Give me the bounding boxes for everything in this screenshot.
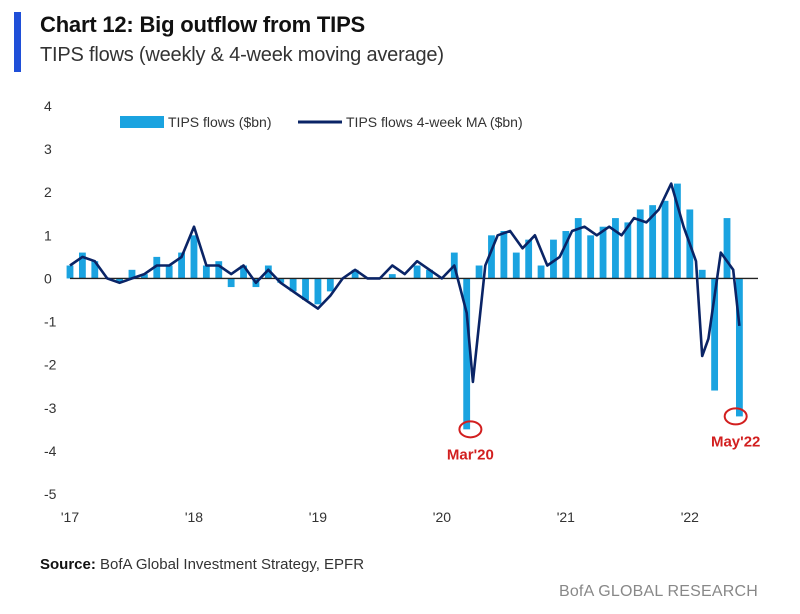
y-tick-label: 4 <box>44 98 52 114</box>
flow-bar <box>202 265 210 279</box>
y-tick-label: 2 <box>44 184 52 200</box>
flow-bar <box>587 235 595 279</box>
x-tick-label: '22 <box>681 509 699 525</box>
source-label: Source: <box>40 556 96 573</box>
y-tick-label: -5 <box>44 486 57 502</box>
flow-bar <box>351 269 359 279</box>
flow-bar <box>661 200 669 279</box>
flow-bar <box>475 265 483 279</box>
annotation-label: Mar'20 <box>447 446 494 463</box>
flow-bar <box>698 269 706 279</box>
legend-line-label: TIPS flows 4-week MA ($bn) <box>346 114 523 130</box>
x-tick-label: '17 <box>61 509 79 525</box>
flow-bar <box>277 278 285 283</box>
flow-bar <box>562 231 570 279</box>
y-tick-label: 0 <box>44 270 52 286</box>
flow-bar <box>78 252 86 279</box>
source-text: BofA Global Investment Strategy, EPFR <box>100 556 365 573</box>
y-tick-label: -1 <box>44 314 57 330</box>
chart-area: 4 3 2 1 0 -1 -2 -3 -4 -5'17 '18 '19 '20 '21 '22 TIPS fl… <box>44 98 760 525</box>
flow-bar <box>140 274 148 279</box>
flow-bar <box>264 265 272 279</box>
flow-bar <box>723 218 731 279</box>
flow-bar <box>178 252 185 279</box>
title-accent-bar <box>14 12 21 72</box>
flow-bar <box>624 222 632 279</box>
flow-bar <box>153 256 161 279</box>
flow-bar <box>128 269 136 279</box>
flow-bar <box>289 278 297 292</box>
chart-subtitle: TIPS flows (weekly & 4-week moving avera… <box>40 44 444 66</box>
flow-bar <box>537 265 545 279</box>
flow-bar <box>302 278 309 300</box>
flow-bar <box>116 278 123 283</box>
annotation-circle <box>458 420 483 439</box>
flow-bar <box>512 252 520 279</box>
flow-bar <box>165 265 173 279</box>
source-note: Source: BofA Global Investment Strategy,… <box>40 556 364 573</box>
flow-bar <box>240 265 247 279</box>
brand-footer: BofA GLOBAL RESEARCH <box>558 583 758 600</box>
y-tick-label: 3 <box>44 141 52 157</box>
flow-bar <box>488 235 495 279</box>
legend-bar-swatch <box>120 116 164 128</box>
y-tick-label: -3 <box>44 400 57 416</box>
flow-bar <box>550 239 557 279</box>
x-tick-label: '20 <box>433 509 451 525</box>
annotation-label: May'22 <box>711 433 760 450</box>
flow-bar <box>735 278 743 417</box>
flow-bar <box>574 218 582 279</box>
flow-bar <box>227 278 235 288</box>
flow-bar <box>674 183 681 279</box>
chart-title: Chart 12: Big outflow from TIPS <box>40 12 366 37</box>
annotation-circle <box>723 407 748 426</box>
flow-bar <box>215 261 223 279</box>
flow-bar <box>525 239 533 279</box>
legend-bar-label: TIPS flows ($bn) <box>168 114 271 130</box>
x-tick-label: '19 <box>309 509 327 525</box>
flow-bar <box>190 235 198 279</box>
y-tick-label: -2 <box>44 357 57 373</box>
flow-bar <box>500 231 508 279</box>
flow-bar <box>463 278 471 430</box>
flow-bar <box>636 209 644 279</box>
flow-bar <box>413 265 421 279</box>
x-tick-label: '18 <box>185 509 203 525</box>
y-tick-label: 1 <box>44 227 52 243</box>
flow-bar <box>91 261 99 279</box>
flow-bar <box>314 278 322 305</box>
flow-bar <box>649 205 657 279</box>
moving-average-line <box>69 182 741 384</box>
flow-bar <box>711 278 719 391</box>
flow-bar <box>326 278 334 292</box>
y-tick-label: -4 <box>44 443 57 459</box>
flow-bar <box>388 274 396 279</box>
x-tick-label: '21 <box>557 509 575 525</box>
flow-bar <box>66 265 74 279</box>
flow-bar <box>426 269 433 279</box>
flow-bar <box>599 226 607 279</box>
flow-bar <box>612 218 619 279</box>
